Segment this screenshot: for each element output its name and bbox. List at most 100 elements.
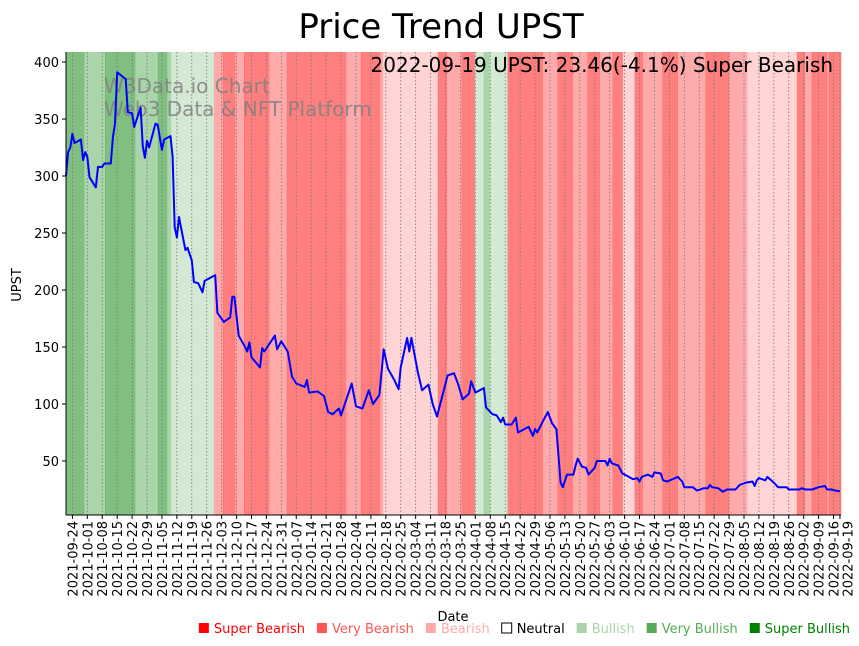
band-super-bearish xyxy=(244,52,270,515)
x-tick-label: 2021-10-22 xyxy=(126,521,141,597)
y-tick-label: 300 xyxy=(34,170,59,185)
watermark-line-2: Web3 Data & NFT Platform xyxy=(104,97,372,121)
band-very-bullish xyxy=(483,52,490,515)
band-super-bearish xyxy=(662,52,678,515)
band-very-bearish xyxy=(826,52,830,515)
x-tick-label: 2022-07-08 xyxy=(678,521,693,597)
legend-label-super-bearish: Super Bearish xyxy=(214,622,305,637)
x-tick-label: 2021-12-10 xyxy=(231,521,246,597)
y-tick-label: 200 xyxy=(34,284,59,299)
band-very-bullish xyxy=(166,52,172,515)
x-tick-label: 2022-02-04 xyxy=(350,521,365,597)
x-tick-label: 2022-05-20 xyxy=(574,521,589,597)
band-very-bearish xyxy=(345,52,362,515)
x-tick-label: 2022-08-12 xyxy=(753,521,768,597)
x-tick-label: 2022-08-05 xyxy=(738,521,753,597)
band-super-bearish xyxy=(828,52,842,515)
band-very-bearish xyxy=(379,52,384,515)
x-tick-label: 2022-05-27 xyxy=(589,521,604,597)
x-tick-label: 2021-09-24 xyxy=(66,521,81,597)
x-tick-label: 2022-01-14 xyxy=(305,521,320,597)
band-very-bearish xyxy=(804,52,813,515)
x-tick-label: 2021-12-31 xyxy=(275,521,290,597)
y-axis-label: UPST xyxy=(10,268,25,302)
legend-label-neutral: Neutral xyxy=(517,622,565,637)
x-tick-label: 2022-05-13 xyxy=(559,521,574,597)
band-bearish xyxy=(622,52,635,515)
legend-label-super-bullish: Super Bullish xyxy=(765,622,850,637)
band-very-bullish xyxy=(134,52,159,515)
x-tick-label: 2022-03-18 xyxy=(440,521,455,597)
x-tick-label: 2022-06-03 xyxy=(604,521,619,597)
band-very-bearish xyxy=(599,52,613,515)
x-tick-label: 2021-12-03 xyxy=(216,521,231,597)
x-tick-label: 2022-06-10 xyxy=(619,521,634,597)
watermark: W3Data.io Chart Web3 Data & NFT Platform xyxy=(104,74,372,121)
band-very-bearish xyxy=(268,52,288,515)
x-tick-label: 2021-10-01 xyxy=(81,521,96,597)
band-super-bullish xyxy=(157,52,168,515)
x-axis-label: Date xyxy=(437,610,468,625)
legend-marker-very-bearish xyxy=(316,623,327,633)
band-super-bearish xyxy=(811,52,828,515)
legend-label-very-bearish: Very Bearish xyxy=(332,622,414,637)
x-tick-label: 2021-10-15 xyxy=(111,521,126,597)
band-super-bearish xyxy=(507,52,543,515)
band-very-bearish xyxy=(677,52,706,515)
x-tick-label: 2022-01-21 xyxy=(320,521,335,597)
band-bearish xyxy=(746,52,798,515)
x-tick-label: 2021-11-05 xyxy=(156,521,171,597)
chart-title: Price Trend UPST xyxy=(298,7,584,47)
x-tick-label: 2022-07-22 xyxy=(708,521,723,597)
band-super-bearish xyxy=(222,52,236,515)
x-tick-label: 2022-09-02 xyxy=(798,521,813,597)
band-super-bearish xyxy=(286,52,347,515)
x-tick-label: 2022-03-11 xyxy=(425,521,440,597)
legend-marker-bullish xyxy=(576,623,587,633)
band-super-bearish xyxy=(587,52,600,515)
y-ticks: 50 100 150 200 250 300 350 400 xyxy=(34,56,66,470)
y-tick-label: 150 xyxy=(34,341,59,356)
x-tick-label: 2022-05-06 xyxy=(544,521,559,597)
band-super-bullish xyxy=(66,52,85,515)
band-very-bearish xyxy=(213,52,224,515)
x-tick-label: 2022-09-09 xyxy=(813,521,828,597)
legend-marker-bearish xyxy=(425,623,436,633)
x-tick-label: 2022-06-24 xyxy=(648,521,663,597)
price-line xyxy=(65,71,841,493)
y-tick-label: 100 xyxy=(34,398,59,413)
x-tick-label: 2022-02-18 xyxy=(380,521,395,597)
band-bearish xyxy=(382,52,439,515)
x-tick-label: 2021-12-24 xyxy=(260,521,275,597)
x-tick-label: 2022-04-29 xyxy=(529,521,544,597)
x-tick-label: 2022-07-01 xyxy=(663,521,678,597)
x-tick-label: 2022-08-26 xyxy=(783,521,798,597)
x-tick-label: 2021-10-08 xyxy=(96,521,111,597)
x-tick-label: 2022-07-15 xyxy=(693,521,708,597)
band-super-bearish xyxy=(705,52,730,515)
legend-marker-super-bearish xyxy=(198,623,209,633)
band-very-bearish xyxy=(728,52,748,515)
legend-label-bullish: Bullish xyxy=(592,622,635,637)
band-bullish xyxy=(474,52,484,515)
band-super-bearish xyxy=(796,52,806,515)
x-tick-label: 2022-07-29 xyxy=(723,521,738,597)
watermark-line-1: W3Data.io Chart xyxy=(104,74,270,98)
x-tick-label: 2022-09-19 xyxy=(842,521,857,597)
axes xyxy=(65,52,841,516)
band-super-bullish xyxy=(105,52,136,515)
x-tick-label: 2021-11-19 xyxy=(186,521,201,597)
legend: Super Bearish Very Bearish Bearish Neutral B… xyxy=(198,622,850,637)
y-tick-label: 400 xyxy=(34,56,59,71)
x-tick-label: 2022-04-22 xyxy=(514,521,529,597)
x-tick-label: 2022-02-25 xyxy=(395,521,410,597)
x-tick-label: 2022-09-16 xyxy=(828,521,843,597)
x-tick-label: 2022-03-04 xyxy=(410,521,425,597)
band-very-bearish xyxy=(235,52,245,515)
band-bullish xyxy=(170,52,215,515)
x-tick-label: 2022-04-01 xyxy=(469,521,484,597)
x-tick-label: 2022-01-07 xyxy=(290,521,305,597)
legend-marker-super-bullish xyxy=(749,623,760,633)
x-tick-label: 2022-03-25 xyxy=(454,521,469,597)
band-bullish xyxy=(489,52,508,515)
